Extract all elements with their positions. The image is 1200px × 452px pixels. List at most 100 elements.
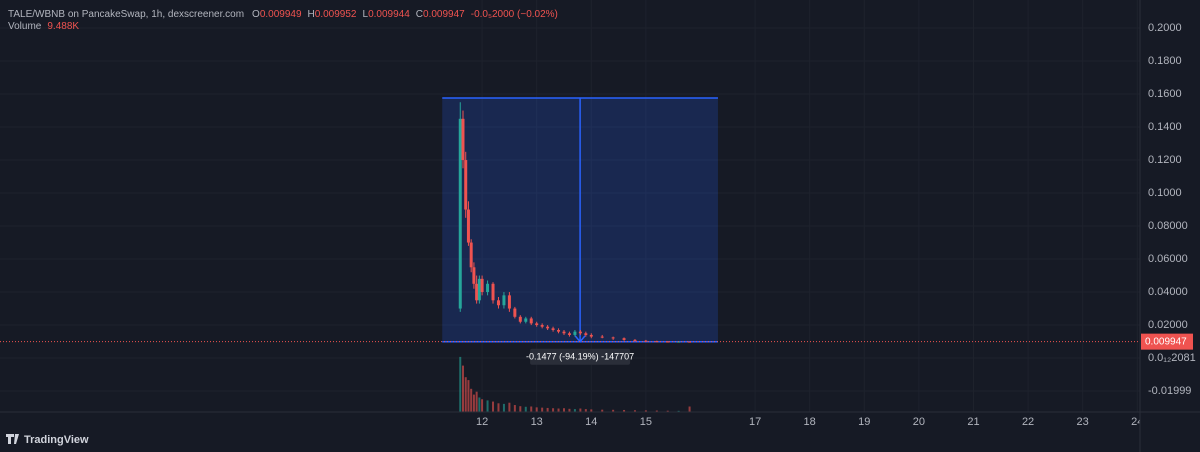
ohlc-value: 0.009952 — [315, 9, 357, 20]
candle-body — [557, 329, 561, 332]
volume-bar — [470, 388, 473, 412]
volume-legend: Volume 9.488K — [8, 21, 79, 32]
ohlc-key: H — [308, 9, 315, 20]
volume-bar — [524, 406, 527, 412]
volume-bar — [486, 400, 489, 412]
candle-body — [589, 334, 593, 337]
volume-bar — [461, 365, 464, 412]
ohlc-key: O — [252, 9, 260, 20]
volume-bar — [655, 410, 658, 412]
candle-body — [461, 118, 465, 161]
y-tick-label: 0.1200 — [1148, 154, 1182, 166]
candle-body — [518, 316, 522, 322]
x-tick-label: 21 — [967, 416, 979, 428]
candle-body — [546, 326, 550, 329]
candle-body — [573, 331, 577, 335]
volume-bar — [568, 408, 571, 412]
candle-body — [600, 336, 604, 338]
candle-body — [475, 283, 479, 301]
x-tick-label: 20 — [913, 416, 925, 428]
volume-bar — [472, 394, 475, 412]
candle-body — [535, 323, 539, 326]
candle-body — [469, 242, 473, 268]
volume-bar — [519, 406, 522, 412]
x-tick-label: 18 — [804, 416, 816, 428]
volume-bar — [623, 409, 626, 412]
brand-logo — [6, 434, 19, 444]
x-tick-label: 19 — [858, 416, 870, 428]
candle-body — [540, 325, 544, 327]
candle-body — [622, 338, 626, 340]
volume-bar — [508, 402, 511, 412]
volume-bar — [557, 408, 560, 412]
candle-body — [578, 331, 582, 334]
volume-bar — [666, 410, 669, 412]
candle-body — [464, 160, 468, 210]
volume-bar — [677, 410, 680, 412]
volume-bar — [530, 406, 533, 412]
candle-body — [567, 333, 571, 335]
ohlc-value: 0.009944 — [368, 9, 410, 20]
ohlc-key: C — [416, 9, 423, 20]
volume-bar — [546, 407, 549, 412]
x-tick-label: 23 — [1077, 416, 1089, 428]
symbol: TALE/WBNB on PancakeSwap, 1h, dexscreene… — [8, 9, 244, 20]
y-tick-label: 0.1000 — [1148, 187, 1182, 199]
ohlc-key: L — [363, 9, 369, 20]
volume-bar — [579, 408, 582, 412]
volume-bar — [590, 409, 593, 412]
volume-bar — [535, 407, 538, 412]
candle-body — [551, 328, 555, 330]
brand: TradingView — [24, 434, 89, 446]
candle-body — [480, 278, 484, 293]
measure-label-bg — [530, 348, 631, 365]
candle-body — [477, 278, 481, 301]
volume-bar — [601, 409, 604, 412]
volume-value: 9.488K — [47, 21, 79, 32]
candle-body — [496, 300, 500, 306]
candle-body — [458, 118, 462, 309]
volume-bar — [633, 410, 636, 412]
y-tick-label: 0.1600 — [1148, 88, 1182, 100]
volume-bar — [644, 410, 647, 412]
candle-body — [524, 318, 528, 322]
volume-bar — [688, 406, 691, 412]
y-tick-label: -0.01999 — [1148, 385, 1191, 397]
volume-bar — [584, 409, 587, 412]
plot: 12 13 14 15 17 18 19 20 21 22 23 24 -0.1477 (-94.19%… — [0, 97, 1143, 428]
x-tick-label: 17 — [749, 416, 761, 428]
volume-bar — [481, 399, 484, 412]
y-tick-label: 0.08000 — [1148, 220, 1188, 232]
candle-body — [472, 267, 476, 284]
volume-bar — [497, 403, 500, 412]
candle-body — [688, 341, 692, 343]
volume-bar — [475, 391, 478, 412]
volume-bar — [552, 408, 555, 412]
candle-body — [486, 283, 490, 293]
y-tick-label: 0.1400 — [1148, 121, 1182, 133]
candle-body — [502, 295, 506, 306]
header: TALE/WBNB on PancakeSwap, 1h, dexscreene… — [8, 9, 558, 20]
x-tick-label: 24 — [1131, 416, 1143, 428]
measure-label: -0.1477 (-94.19%) -147707 — [526, 352, 634, 362]
last-price-label: 0.009947 — [1145, 336, 1187, 347]
candle-body — [507, 295, 511, 309]
measure-arrowhead — [574, 335, 586, 343]
x-tick-label: 12 — [476, 416, 488, 428]
candle-body — [466, 209, 470, 243]
x-tick-label: 15 — [640, 416, 652, 428]
volume-bar — [502, 403, 505, 412]
ohlc-value: 0.009947 — [423, 9, 465, 20]
x-tick-label: 13 — [531, 416, 543, 428]
candle-body — [666, 341, 670, 343]
volume-bar — [612, 409, 615, 412]
volume-bar — [478, 397, 481, 412]
volume-bar — [573, 409, 576, 412]
x-tick-label: 22 — [1022, 416, 1034, 428]
candle-body — [491, 283, 495, 301]
last-price-bg — [1141, 333, 1193, 350]
candle-body — [529, 318, 533, 324]
volume-label: Volume — [8, 21, 42, 32]
y-tick-label: 0.1800 — [1148, 55, 1182, 67]
candle-body — [655, 341, 659, 343]
